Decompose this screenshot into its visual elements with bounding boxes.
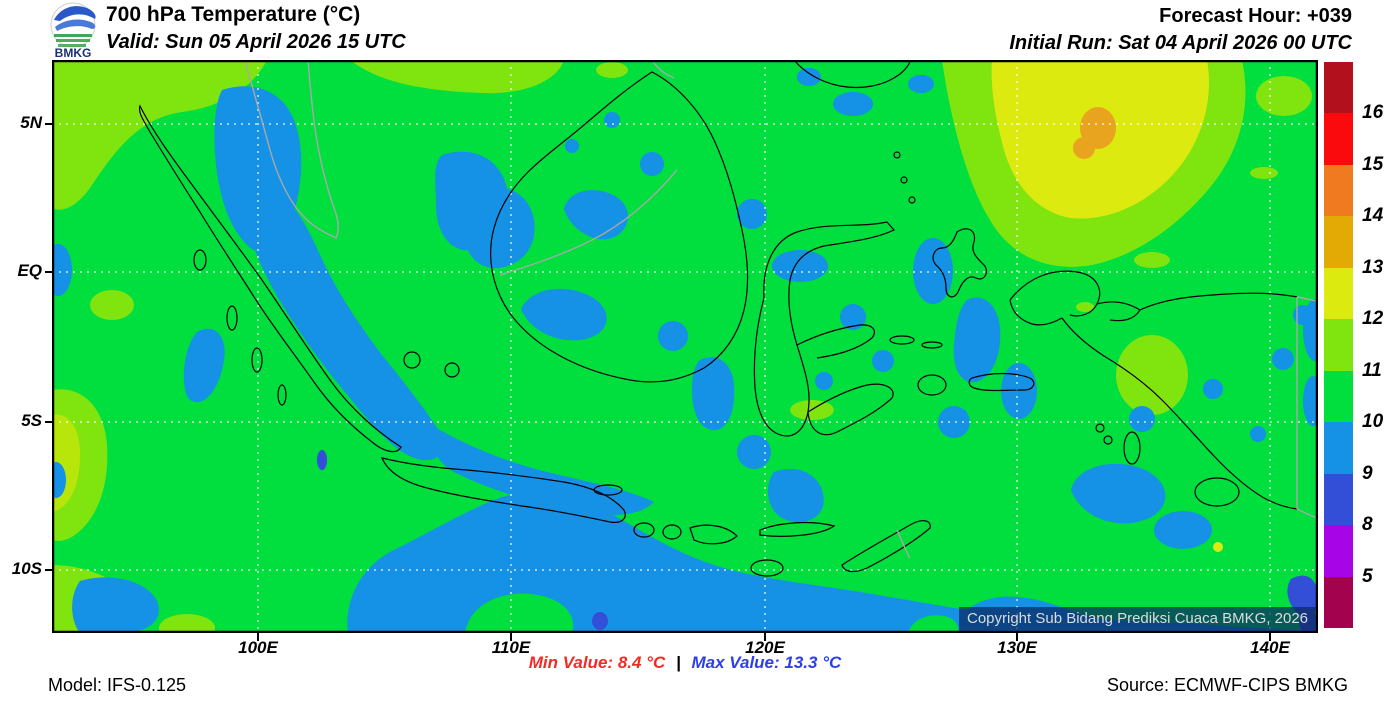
minmax-separator: | bbox=[675, 653, 681, 672]
coastlines-layer bbox=[138, 60, 1298, 577]
x-axis-tick bbox=[1269, 633, 1271, 641]
y-axis-label: 5N bbox=[20, 113, 42, 132]
colorbar-label: 12 bbox=[1362, 308, 1384, 330]
x-axis-tick bbox=[764, 633, 766, 641]
colorbar-segment bbox=[1324, 422, 1353, 474]
colorbar bbox=[1324, 62, 1353, 628]
map-area: Copyright Sub Bidang Prediksi Cuaca BMKG… bbox=[52, 60, 1318, 633]
copyright-overlay: Copyright Sub Bidang Prediksi Cuaca BMKG… bbox=[958, 607, 1316, 631]
x-axis-label: 100E bbox=[238, 638, 278, 657]
colorbar-label: 15 bbox=[1362, 153, 1384, 175]
bmkg-logo: BMKG bbox=[50, 2, 96, 59]
header-right: Forecast Hour: +039 Initial Run: Sat 04 … bbox=[1009, 3, 1352, 57]
temperature-orange-core bbox=[1073, 107, 1116, 159]
minmax-line: Min Value: 8.4 °C | Max Value: 13.3 °C bbox=[52, 653, 1318, 673]
colorbar-label: 11 bbox=[1362, 359, 1382, 381]
x-axis-label: 130E bbox=[997, 638, 1037, 657]
source-label: Source: ECMWF-CIPS BMKG bbox=[1106, 675, 1348, 695]
valid-time: Valid: Sun 05 April 2026 15 UTC bbox=[106, 31, 406, 53]
logo-waves bbox=[54, 34, 92, 47]
colorbar-segment bbox=[1324, 370, 1353, 423]
colorbar-label: 8 bbox=[1362, 514, 1373, 536]
logo-cloud-top bbox=[54, 6, 96, 21]
y-axis-tick bbox=[45, 271, 52, 273]
y-axis-label: EQ bbox=[17, 261, 42, 280]
colorbar-label: 9 bbox=[1362, 462, 1373, 484]
x-axis-label: 110E bbox=[491, 638, 531, 657]
temperature-green-intrusions bbox=[465, 593, 959, 633]
x-axis-label: 120E bbox=[745, 638, 785, 657]
y-axis-tick bbox=[45, 123, 52, 125]
initial-run: Initial Run: Sat 04 April 2026 00 UTC bbox=[1009, 32, 1352, 54]
header-left: BMKG 700 hPa Temperature (°C) Valid: Sun… bbox=[44, 1, 406, 59]
logo-text: BMKG bbox=[55, 46, 92, 59]
colorbar-label: 13 bbox=[1362, 256, 1384, 278]
x-axis-tick bbox=[257, 633, 259, 641]
x-axis-label: 140E bbox=[1250, 638, 1290, 657]
colorbar-segment bbox=[1324, 267, 1353, 320]
page-title: 700 hPa Temperature (°C) bbox=[106, 3, 361, 26]
colorbar-label: 14 bbox=[1362, 205, 1384, 227]
y-axis-label: 5S bbox=[21, 411, 42, 430]
map-border bbox=[52, 60, 1318, 633]
colorbar-segment bbox=[1324, 319, 1353, 371]
min-value: Min Value: 8.4 °C bbox=[528, 653, 666, 672]
y-axis-label: 10S bbox=[11, 559, 42, 578]
colorbar-segment bbox=[1324, 216, 1353, 268]
max-value: Max Value: 13.3 °C bbox=[691, 653, 842, 672]
model-label: Model: IFS-0.125 bbox=[48, 675, 187, 695]
forecast-hour: Forecast Hour: +039 bbox=[1159, 5, 1352, 27]
colorbar-label: 16 bbox=[1362, 102, 1384, 124]
colorbar-segment bbox=[1324, 113, 1353, 165]
colorbar-label: 5 bbox=[1362, 565, 1373, 587]
x-axis-tick bbox=[510, 633, 512, 641]
colorbar-label: 10 bbox=[1362, 411, 1384, 433]
temperature-blue-layer bbox=[52, 68, 1318, 633]
colorbar-segment bbox=[1324, 164, 1353, 217]
colorbar-segment bbox=[1324, 576, 1353, 628]
colorbar-segment bbox=[1324, 525, 1353, 577]
y-axis-tick bbox=[45, 569, 52, 571]
colorbar-segment bbox=[1324, 62, 1353, 114]
x-axis-tick bbox=[1016, 633, 1018, 641]
logo-cloud-bottom bbox=[55, 19, 96, 31]
map-svg bbox=[52, 60, 1318, 633]
colorbar-segment bbox=[1324, 473, 1353, 526]
y-axis-tick bbox=[45, 421, 52, 423]
